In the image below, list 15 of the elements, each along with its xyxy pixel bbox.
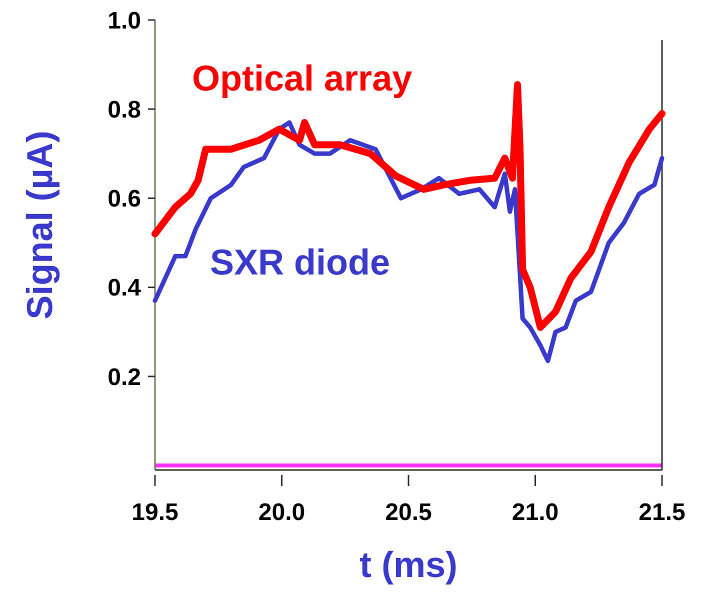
x-tick-label: 20.5 (385, 499, 432, 526)
series-label: SXR diode (210, 242, 390, 283)
x-axis-title: t (ms) (360, 544, 458, 585)
y-tick-label: 0.4 (108, 274, 142, 302)
x-tick-label: 19.5 (132, 499, 178, 526)
y-tick-label: 1.0 (108, 7, 141, 34)
y-axis-title: Signal (µA) (19, 130, 60, 320)
x-tick-label: 20.0 (258, 499, 306, 526)
line-series (152, 120, 664, 364)
y-tick-label: 0.2 (108, 364, 141, 391)
x-tick-label: 21.5 (638, 499, 686, 526)
y-tick-label: 0.8 (108, 96, 141, 124)
x-tick-label: 21.0 (512, 499, 559, 526)
y-tick-label: 0.6 (108, 186, 141, 213)
series-label: Optical array (192, 58, 412, 99)
